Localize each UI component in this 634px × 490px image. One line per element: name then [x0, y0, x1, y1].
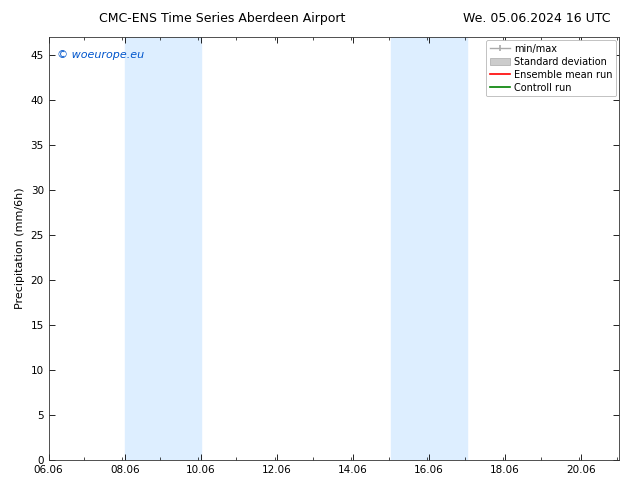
Bar [125, 37, 201, 460]
Text: We. 05.06.2024 16 UTC: We. 05.06.2024 16 UTC [463, 12, 611, 25]
Bar [391, 37, 467, 460]
Text: © woeurope.eu: © woeurope.eu [57, 50, 145, 60]
Y-axis label: Precipitation (mm/6h): Precipitation (mm/6h) [15, 188, 25, 309]
Legend: min/max, Standard deviation, Ensemble mean run, Controll run: min/max, Standard deviation, Ensemble me… [486, 40, 616, 97]
Text: CMC-ENS Time Series Aberdeen Airport: CMC-ENS Time Series Aberdeen Airport [99, 12, 345, 25]
